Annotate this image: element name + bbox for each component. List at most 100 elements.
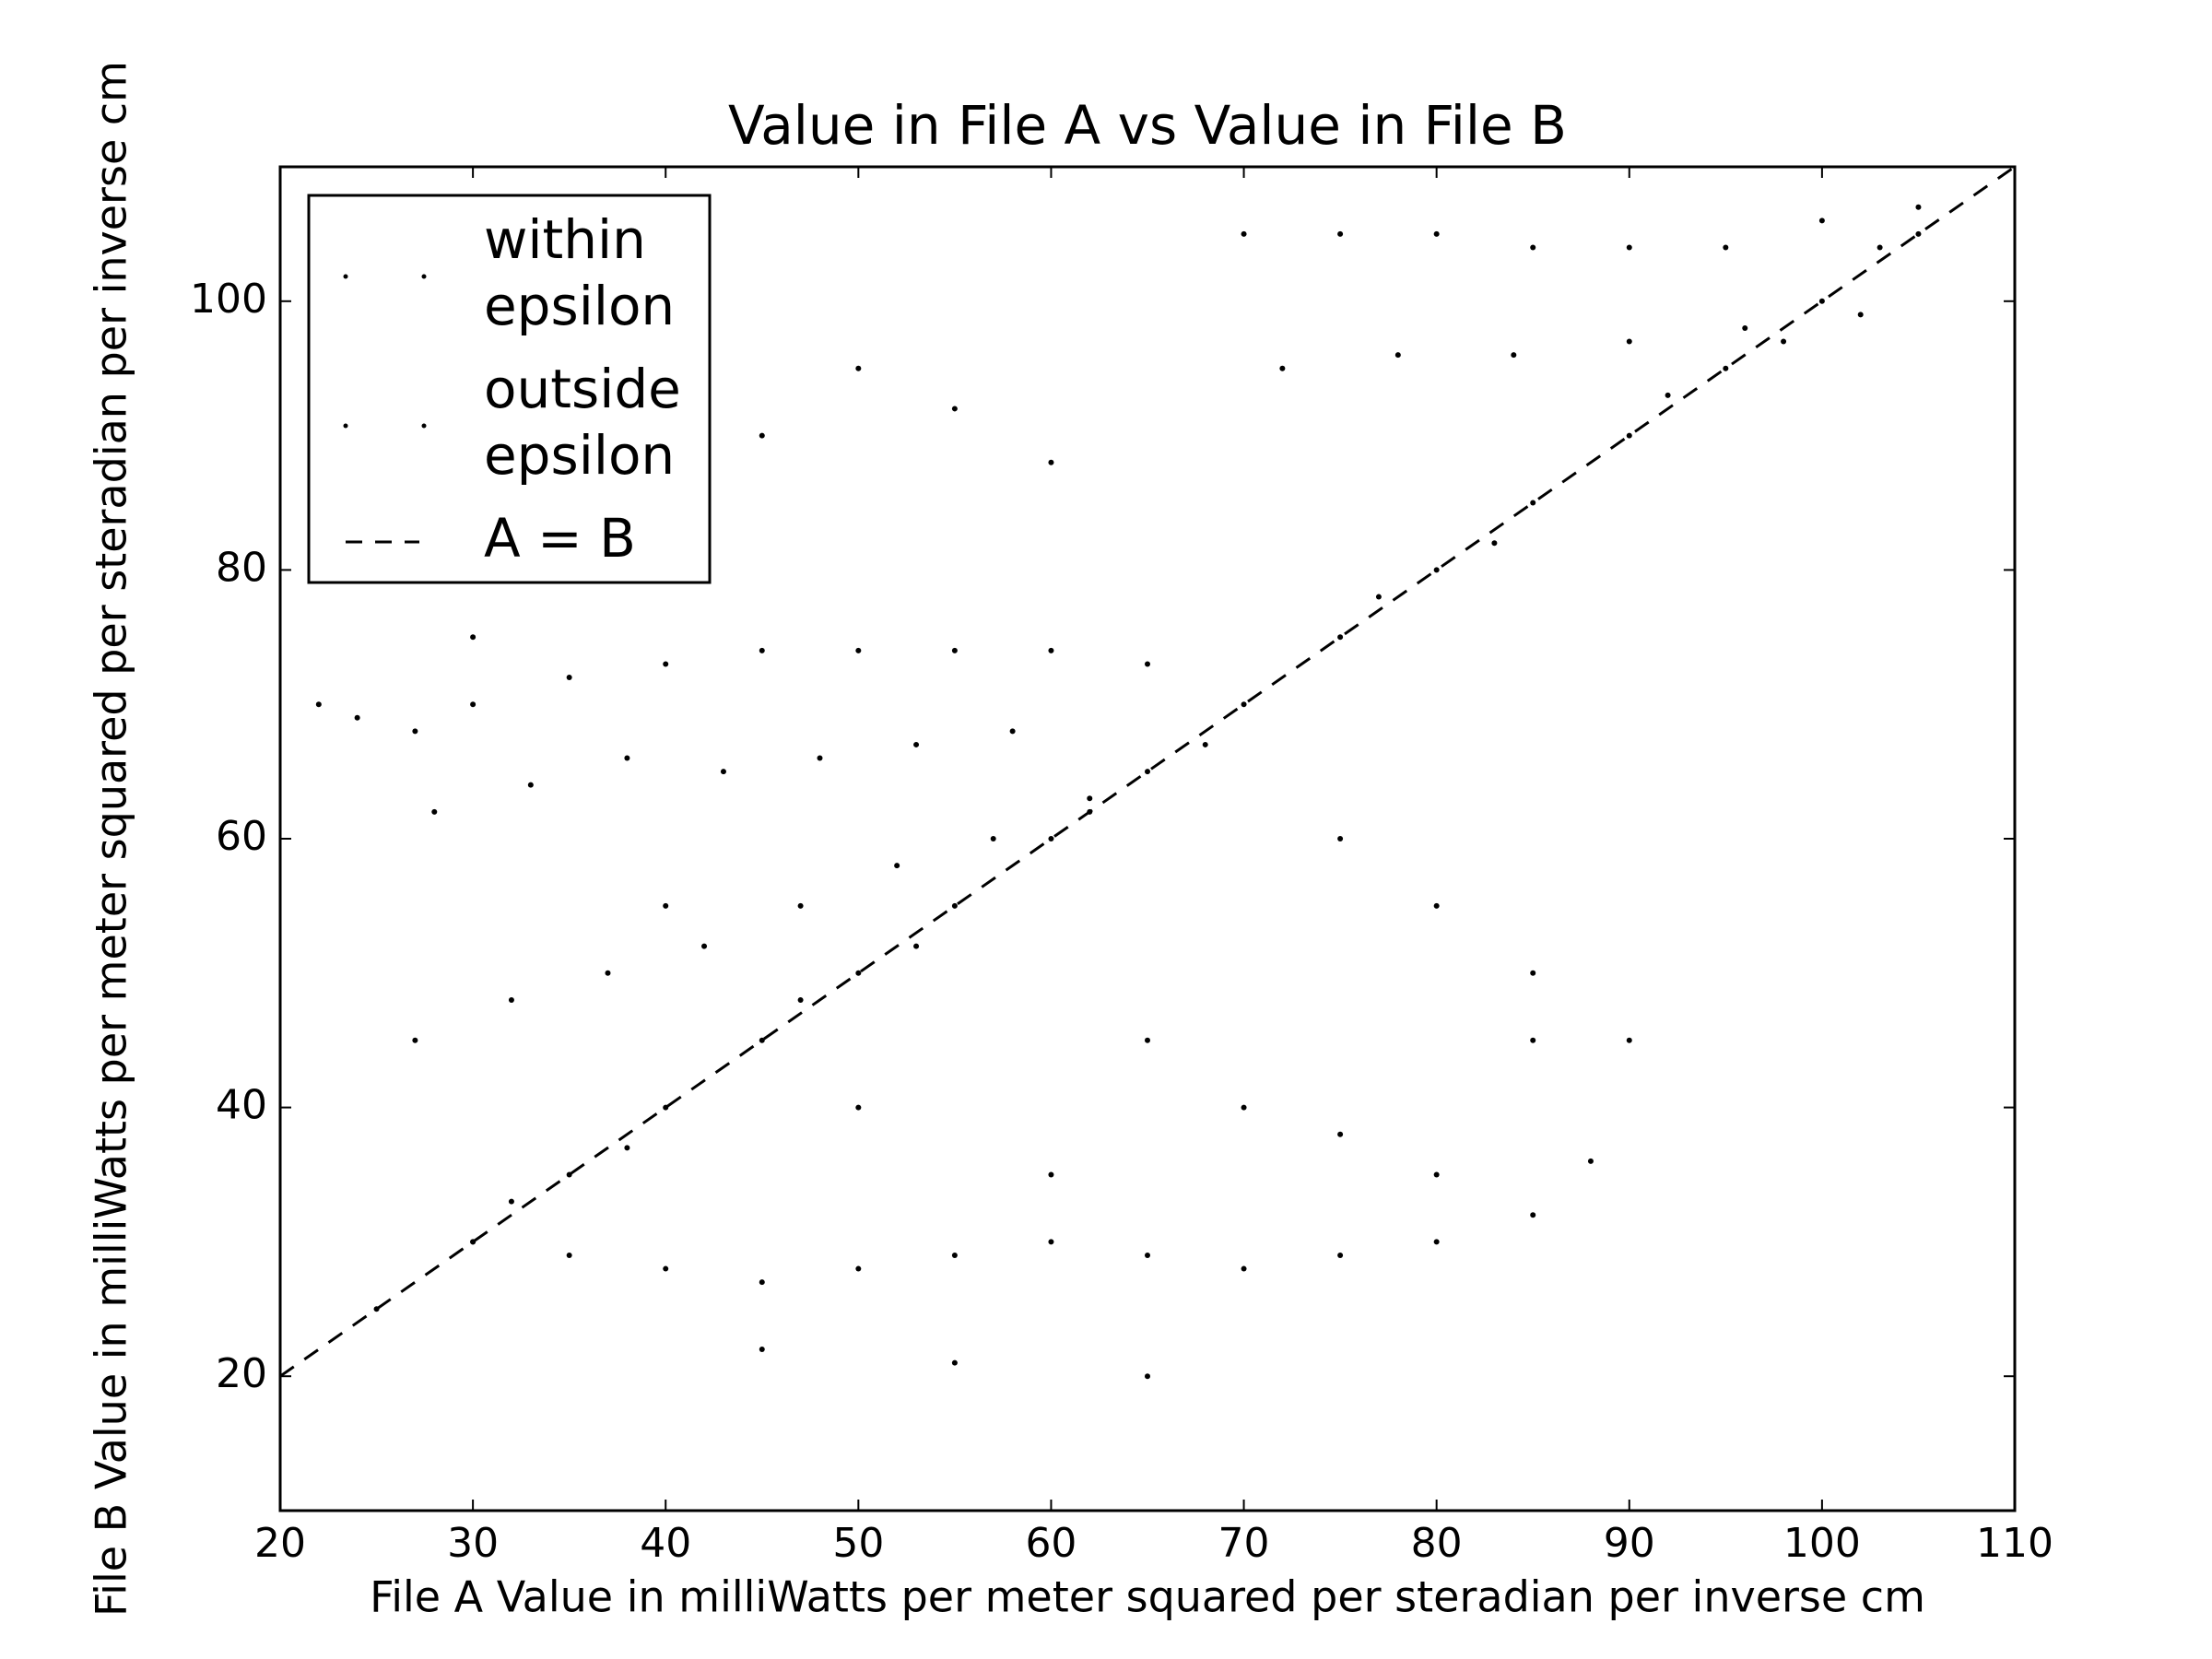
point [855, 1104, 862, 1111]
point [1915, 204, 1922, 210]
point [1337, 230, 1344, 237]
y-tick-label: 20 [216, 1350, 267, 1397]
point [508, 1198, 514, 1205]
legend-box [307, 194, 712, 584]
x-tick-label: 50 [832, 1520, 884, 1567]
point [913, 741, 920, 747]
point [1433, 230, 1440, 237]
point [354, 714, 360, 721]
y-tick-label: 40 [216, 1082, 267, 1129]
point [855, 970, 862, 976]
point [1626, 1037, 1632, 1043]
point [412, 728, 418, 735]
point [412, 1037, 418, 1043]
point [1241, 701, 1247, 708]
point [759, 432, 765, 439]
point [527, 782, 534, 788]
point [817, 755, 823, 761]
point [759, 1347, 765, 1353]
point [913, 943, 920, 949]
legend-label: outside epsilon [484, 358, 681, 487]
point [1818, 298, 1825, 304]
point [1433, 1171, 1440, 1178]
point [1530, 970, 1536, 976]
point [855, 365, 862, 371]
legend-label: within epsilon [484, 208, 675, 337]
point [1626, 244, 1632, 251]
point [894, 863, 900, 869]
point [470, 634, 477, 641]
point [624, 1145, 630, 1151]
point [1145, 769, 1150, 775]
point [1665, 392, 1671, 398]
point [1915, 230, 1922, 237]
point [1511, 352, 1517, 359]
point [663, 1265, 669, 1272]
point [1530, 1212, 1536, 1218]
legend-swatch [343, 274, 348, 279]
point [1394, 352, 1401, 359]
point [1723, 365, 1729, 371]
point [1587, 1158, 1594, 1164]
point [1530, 500, 1536, 506]
point [855, 1265, 862, 1272]
x-tick-label: 70 [1218, 1520, 1270, 1567]
y-tick-label: 60 [216, 813, 267, 860]
point [1877, 244, 1883, 251]
point [1048, 647, 1054, 653]
point [1337, 634, 1344, 641]
y-axis-label: File B Value in milliWatts per meter squ… [87, 61, 136, 1617]
point [1857, 312, 1864, 318]
point [951, 1359, 958, 1366]
point [315, 701, 322, 708]
legend-swatch [421, 274, 427, 279]
point [951, 902, 958, 909]
chart-title: Value in File A vs Value in File B [728, 94, 1567, 157]
point [624, 755, 630, 761]
point [951, 406, 958, 412]
point [951, 647, 958, 653]
point [720, 769, 726, 775]
y-tick-label: 100 [190, 276, 267, 323]
point [1279, 365, 1286, 371]
point [759, 1279, 765, 1286]
point [951, 1252, 958, 1258]
point [701, 943, 708, 949]
point [1087, 795, 1093, 802]
point [1145, 661, 1150, 667]
point [1626, 432, 1632, 439]
legend-swatch [421, 423, 427, 429]
point [1818, 218, 1825, 224]
point [566, 675, 572, 681]
x-tick-label: 30 [447, 1520, 499, 1567]
point [759, 1037, 765, 1043]
point [1530, 1037, 1536, 1043]
point [1241, 1104, 1247, 1111]
point [663, 661, 669, 667]
x-tick-label: 110 [1976, 1520, 2053, 1567]
point [566, 1252, 572, 1258]
point [1145, 1037, 1150, 1043]
point [1530, 244, 1536, 251]
point [759, 647, 765, 653]
point [1723, 244, 1729, 251]
point [1742, 324, 1748, 331]
point [990, 836, 996, 841]
point [663, 902, 669, 909]
point [1433, 1239, 1440, 1245]
legend-swatch [343, 423, 348, 429]
x-tick-label: 80 [1411, 1520, 1463, 1567]
point [1337, 1252, 1344, 1258]
point [1048, 1171, 1054, 1178]
x-tick-label: 90 [1604, 1520, 1655, 1567]
point [470, 701, 477, 708]
x-axis-label: File A Value in milliWatts per meter squ… [370, 1572, 1925, 1622]
legend-label: A = B [484, 507, 636, 570]
point [1241, 1265, 1247, 1272]
point [605, 970, 611, 976]
x-tick-label: 100 [1783, 1520, 1861, 1567]
point [1375, 594, 1382, 600]
x-tick-label: 60 [1025, 1520, 1077, 1567]
point [1145, 1373, 1150, 1380]
